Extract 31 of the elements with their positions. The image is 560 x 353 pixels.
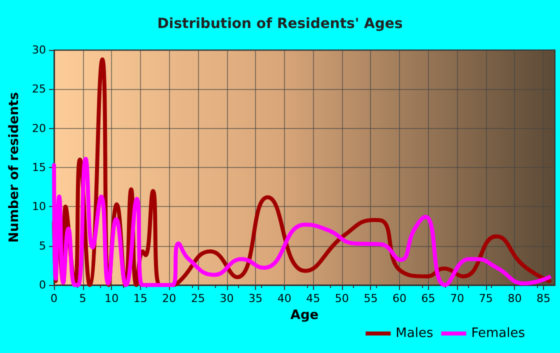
x-tick-label: 55: [364, 292, 378, 305]
y-tick-label: 25: [32, 82, 46, 96]
y-tick-label: 5: [39, 239, 46, 252]
x-tick-label: 65: [421, 292, 436, 305]
chart-title: Distribution of Residents' Ages: [157, 16, 403, 32]
x-tick-label: 80: [508, 292, 522, 305]
x-tick-label: 20: [162, 292, 176, 305]
y-tick-label: 30: [32, 44, 46, 56]
x-tick-label: 60: [392, 292, 407, 305]
x-tick-label: 50: [334, 292, 349, 305]
x-axis-title: Age: [290, 308, 319, 323]
x-tick-label: 85: [536, 292, 550, 305]
x-tick-label: 75: [478, 292, 493, 305]
x-tick-label: 0: [50, 292, 58, 305]
x-tick-label: 40: [277, 292, 292, 305]
y-tick-label: 15: [32, 161, 46, 174]
x-tick-label: 15: [133, 292, 148, 305]
y-axis-title: Number of residents: [7, 92, 22, 243]
x-tick-label: 5: [79, 292, 86, 305]
x-tick-label: 10: [104, 292, 119, 305]
x-tick-label: 70: [450, 292, 464, 305]
x-tick-label: 25: [190, 292, 205, 305]
line-series: [52, 156, 552, 287]
y-tick-label: 10: [32, 200, 46, 214]
y-tick-label: 0: [39, 278, 46, 292]
x-tick-label: 30: [220, 292, 234, 305]
x-tick-label: 45: [306, 292, 320, 305]
legend-label: Males: [396, 326, 434, 341]
y-tick-label: 20: [32, 122, 46, 135]
x-tick-label: 35: [248, 292, 263, 305]
legend-label: Females: [471, 326, 526, 341]
